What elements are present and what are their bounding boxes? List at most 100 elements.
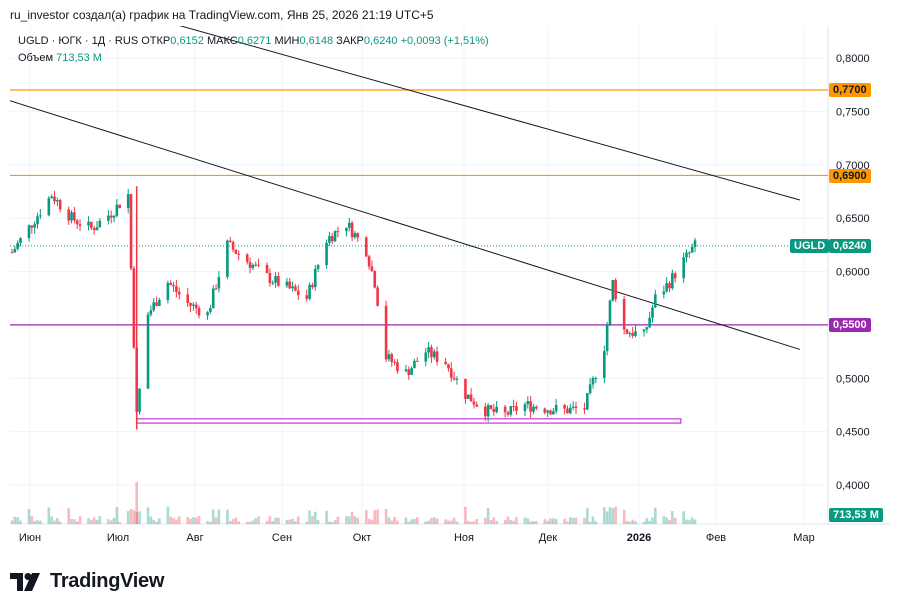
candle-body <box>294 286 297 291</box>
candle-body <box>654 294 657 308</box>
candle-body <box>33 224 36 228</box>
candle-body <box>90 221 93 229</box>
candle-body <box>175 286 178 292</box>
volume-bar <box>10 520 14 524</box>
volume-bar <box>356 517 360 524</box>
legend-close-label: ЗАКР <box>336 35 364 47</box>
tradingview-logo[interactable]: TradingView <box>10 570 164 593</box>
legend-high: 0,6271 <box>237 35 272 47</box>
volume-label[interactable]: Объем <box>18 52 54 64</box>
candle-body <box>13 248 17 253</box>
volume-bar <box>376 509 379 524</box>
volume-bar <box>469 521 473 524</box>
volume-bar <box>466 520 470 524</box>
candle-body <box>413 360 416 369</box>
candle-body <box>356 233 360 238</box>
volume-bar <box>67 508 70 524</box>
volume-bar <box>529 521 532 524</box>
volume-bar <box>169 516 173 524</box>
volume-value: 713,53 M <box>56 52 102 64</box>
candle-body <box>506 412 510 415</box>
volume-bar <box>625 520 629 524</box>
volume-bar <box>16 517 19 524</box>
candle-body <box>234 249 238 254</box>
candle-body <box>492 408 496 413</box>
volume-bar <box>265 520 269 524</box>
candle-body <box>549 410 552 415</box>
candle-body <box>132 268 136 348</box>
candle-body <box>268 272 272 284</box>
candle-body <box>591 377 595 385</box>
volume-bar <box>245 521 249 524</box>
volume-bar <box>546 520 549 524</box>
candle-body <box>308 284 311 299</box>
candle-body <box>512 406 515 408</box>
candle-body <box>495 406 498 413</box>
candle-body <box>177 291 181 295</box>
volume-bar <box>75 521 79 524</box>
legend-symbol[interactable]: UGLD · ЮГК · 1Д · RUS <box>18 35 139 47</box>
volume-bar <box>268 516 272 524</box>
volume-bar <box>563 518 566 524</box>
volume-bar <box>78 516 82 524</box>
volume-bar <box>452 517 456 524</box>
volume-bar <box>175 519 178 524</box>
volume-bar <box>671 511 674 524</box>
candle-body <box>228 240 232 243</box>
volume-bar <box>228 521 232 524</box>
volume-bar <box>158 518 161 524</box>
price-label-0690: 0,6900 <box>829 169 871 183</box>
candle-body <box>489 405 493 409</box>
volume-bar <box>333 520 337 524</box>
volume-bar <box>603 507 606 524</box>
chart-svg[interactable]: 0,8000 0,7500 0,7000 0,6500 0,6000 0,5500 0,50… <box>10 26 890 551</box>
candle-body <box>169 282 173 285</box>
candle-body <box>254 264 258 266</box>
candle-body <box>628 333 632 335</box>
legend-low: 0,6148 <box>299 35 334 47</box>
volume-bar <box>554 518 558 524</box>
candle-body <box>396 362 399 372</box>
candle-body <box>503 406 507 413</box>
chart-header: ru_investor создал(а) график на TradingV… <box>10 8 434 22</box>
candle-body <box>10 252 14 254</box>
y-tick-label: 0,8000 <box>836 53 870 65</box>
legend-close: 0,6240 <box>363 35 398 47</box>
chart-area[interactable]: 0,8000 0,7500 0,7000 0,6500 0,6000 0,5500 0,50… <box>10 26 890 551</box>
candle-body <box>336 231 340 233</box>
candle-body <box>447 364 450 369</box>
candle-body <box>566 408 569 414</box>
volume-bar <box>396 520 399 524</box>
candle-body <box>390 354 394 362</box>
volume-bar <box>475 519 479 524</box>
volume-bar <box>107 519 110 524</box>
trendline <box>10 100 801 350</box>
candle-body <box>415 360 419 362</box>
volume-bar <box>364 510 368 524</box>
volume-bar <box>390 520 394 524</box>
volume-bar <box>430 517 433 524</box>
candle-body <box>449 368 453 378</box>
volume-bar <box>313 511 317 524</box>
volume-bar <box>472 521 476 524</box>
volume-bar <box>384 508 388 524</box>
candle-body <box>475 404 479 407</box>
candle-body <box>296 290 300 296</box>
volume-bar <box>611 508 615 524</box>
candle-body <box>529 401 532 412</box>
candle-body <box>464 378 467 399</box>
volume-bar <box>56 518 59 524</box>
volume-bar <box>30 516 34 524</box>
volume-bar <box>328 521 331 524</box>
last-price-label: 0,6240 <box>829 239 871 253</box>
candle-body <box>682 257 685 279</box>
legend-low-label: МИН <box>274 35 300 47</box>
volume-bar <box>569 517 572 524</box>
candle-body <box>126 194 130 208</box>
volume-bar <box>206 520 209 524</box>
candle-body <box>209 308 212 313</box>
candle-body <box>115 204 119 216</box>
volume-bar <box>449 520 453 524</box>
candle-body <box>651 307 654 318</box>
candle-body <box>625 329 629 334</box>
